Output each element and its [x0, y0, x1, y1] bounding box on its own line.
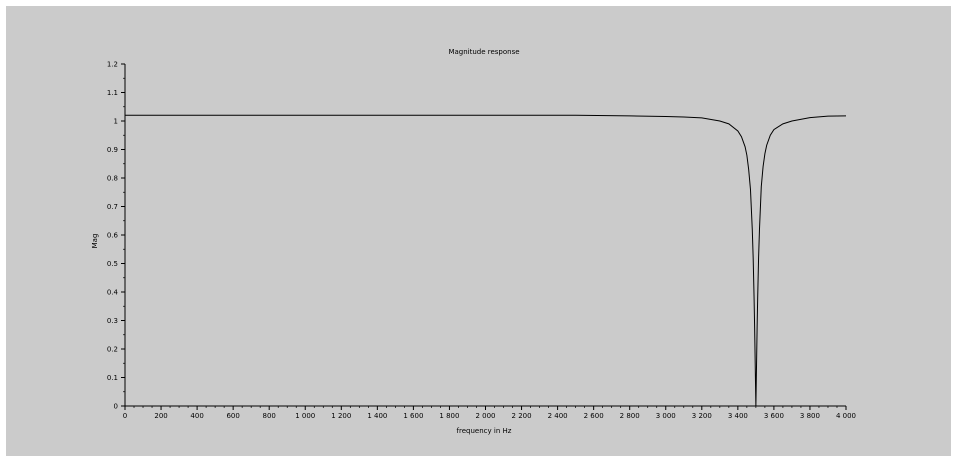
- x-axis-label: frequency in Hz: [457, 427, 512, 435]
- x-tick-label: 2 800: [620, 412, 640, 420]
- x-tick-label: 1 400: [367, 412, 387, 420]
- x-tick-label: 2 200: [512, 412, 532, 420]
- figure-background: Magnitude response frequency in Hz Mag 0…: [6, 6, 951, 456]
- x-tick-label: 400: [190, 412, 203, 420]
- x-tick-label: 0: [123, 412, 127, 420]
- magnitude-series-line: [125, 114, 847, 407]
- x-tick-label: 2 600: [584, 412, 604, 420]
- y-tick-label: 0.9: [107, 146, 118, 154]
- x-tick-label: 2 000: [475, 412, 495, 420]
- x-tick-label: 3 200: [692, 412, 712, 420]
- y-axis-label: Mag: [91, 234, 99, 249]
- x-tick-label: 800: [263, 412, 276, 420]
- y-tick-label: 0.7: [107, 203, 118, 211]
- y-tick-label: 0.2: [107, 346, 118, 354]
- y-tick-label: 0.8: [107, 175, 118, 183]
- x-tick-label: 600: [226, 412, 239, 420]
- magnitude-response-chart: Magnitude response frequency in Hz Mag 0…: [91, 48, 856, 435]
- x-tick-label: 3 000: [656, 412, 676, 420]
- y-tick-label: 0.3: [107, 317, 118, 325]
- y-tick-label: 0.1: [107, 374, 118, 382]
- y-tick-label: 0.4: [107, 289, 119, 297]
- y-tick-label: 1.2: [107, 61, 118, 69]
- x-axis: 0 200 400 600 800 1 000 1 200 1 400 1 600 1 800 2 …: [123, 405, 856, 420]
- x-tick-label: 1 600: [403, 412, 423, 420]
- y-axis: 0 0.1 0.2 0.3 0.4 0.5 0.6 0.7 0.8 0.9 1 1.1 1.2: [107, 61, 126, 411]
- x-tick-label: 3 400: [728, 412, 748, 420]
- x-tick-label: 200: [154, 412, 167, 420]
- x-tick-label: 1 800: [439, 412, 459, 420]
- y-tick-label: 0.6: [107, 232, 119, 240]
- x-tick-label: 2 400: [548, 412, 568, 420]
- x-tick-label: 3 800: [800, 412, 820, 420]
- y-tick-label: 0: [114, 403, 118, 411]
- x-tick-label: 3 600: [764, 412, 784, 420]
- x-tick-label: 1 000: [295, 412, 315, 420]
- chart-title: Magnitude response: [448, 48, 519, 56]
- y-tick-label: 1.1: [107, 89, 118, 97]
- y-tick-label: 0.5: [107, 260, 118, 268]
- x-tick-label: 1 200: [331, 412, 351, 420]
- y-tick-label: 1: [114, 118, 118, 126]
- x-tick-label: 4 000: [836, 412, 856, 420]
